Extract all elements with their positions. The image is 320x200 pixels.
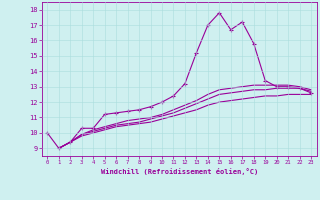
X-axis label: Windchill (Refroidissement éolien,°C): Windchill (Refroidissement éolien,°C) [100,168,258,175]
